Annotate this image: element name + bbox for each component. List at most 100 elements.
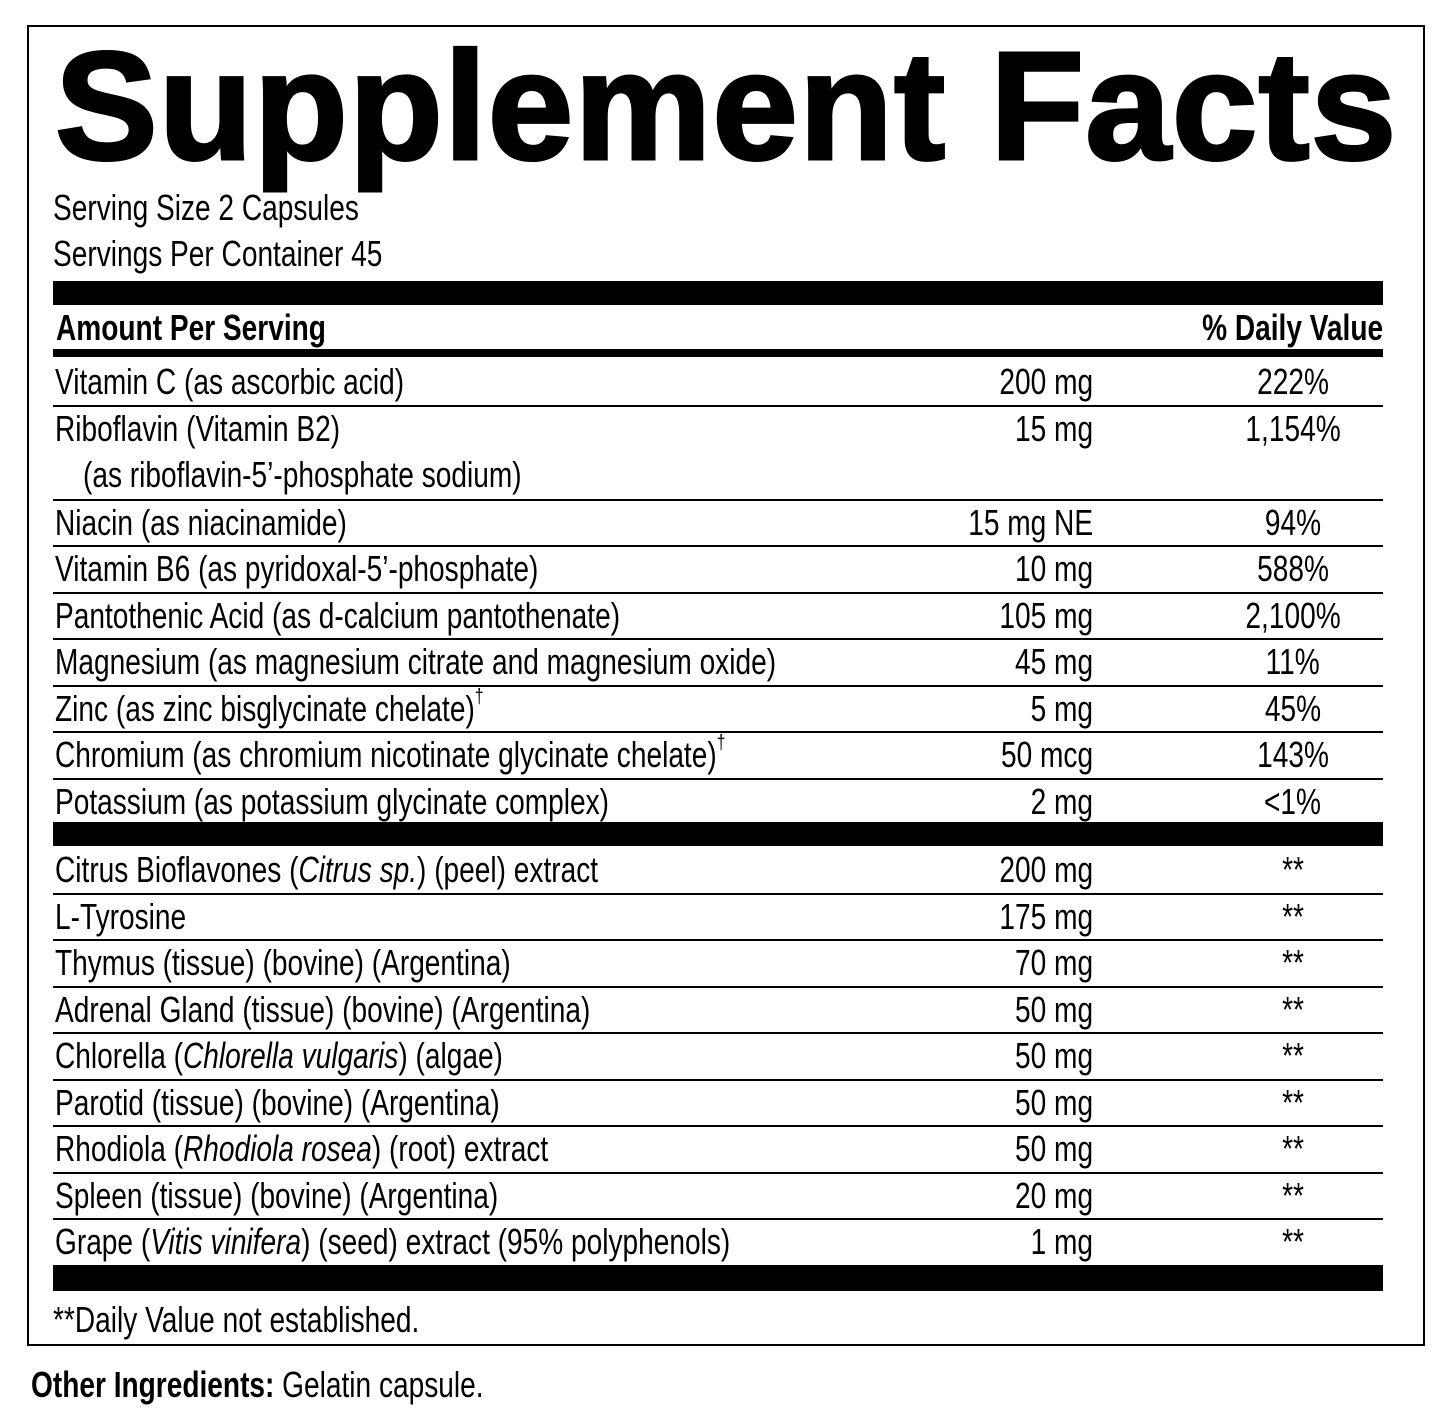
daily-value: ** [1213, 1220, 1373, 1264]
name-segment: ) (peel) extract [417, 849, 598, 890]
dagger-mark: † [717, 732, 726, 754]
thick-divider [53, 822, 1383, 846]
amount: 175 mg [973, 895, 1093, 939]
table-row: Vitamin C (as ascorbic acid) 200 mg 222% [53, 360, 1383, 407]
table-row: Zinc (as zinc bisglycinate chelate)† 5 mg… [53, 687, 1383, 734]
amount: 50 mg [993, 988, 1093, 1032]
daily-value-text: ** [1282, 848, 1304, 892]
name-segment: Pantothenic Acid (as d-calcium pantothen… [55, 595, 620, 636]
dagger-mark: † [475, 686, 484, 708]
other-ingredients: Other Ingredients: Gelatin capsule. [31, 1365, 611, 1405]
daily-value: ** [1213, 1034, 1373, 1078]
amount: 45 mg [993, 640, 1093, 684]
amount: 5 mg [1013, 687, 1093, 731]
ingredient-name-text: L-Tyrosine [55, 895, 186, 939]
daily-value: ** [1213, 895, 1373, 939]
ingredient-name: Spleen (tissue) (bovine) (Argentina) [55, 1174, 623, 1218]
table-row: Parotid (tissue) (bovine) (Argentina) 50 … [53, 1081, 1383, 1128]
ingredient-name: Zinc (as zinc bisglycinate chelate)† [55, 687, 604, 731]
name-segment: Magnesium (as magnesium citrate and magn… [55, 641, 776, 682]
daily-value-text: ** [1282, 941, 1304, 985]
amount-text: 50 mg [1015, 1081, 1093, 1125]
ingredient-name: Chlorella (Chlorella vulgaris) (algae) [55, 1034, 629, 1078]
table-row: Rhodiola (Rhodiola rosea) (root) extract… [53, 1127, 1383, 1174]
amount: 20 mg [993, 1174, 1093, 1218]
table-row: Vitamin B6 (as pyridoxal-5’-phosphate) 10… [53, 547, 1383, 594]
amount-text: 1 mg [1031, 1220, 1093, 1264]
amount-text: 10 mg [1015, 547, 1093, 591]
ingredient-name-text: Vitamin B6 (as pyridoxal-5’-phosphate) [55, 547, 538, 591]
name-segment: Thymus (tissue) (bovine) (Argentina) [55, 942, 511, 983]
name-segment: Spleen (tissue) (bovine) (Argentina) [55, 1175, 498, 1216]
daily-value: 2,100% [1213, 594, 1373, 638]
ingredient-name-text: Rhodiola (Rhodiola rosea) (root) extract [55, 1127, 548, 1171]
ingredient-name: Thymus (tissue) (bovine) (Argentina) [55, 941, 639, 985]
amount: 2 mg [1013, 780, 1093, 824]
amount-text: 5 mg [1031, 687, 1093, 731]
ingredient-name-text: Adrenal Gland (tissue) (bovine) (Argenti… [55, 988, 590, 1032]
daily-value: ** [1213, 1127, 1373, 1171]
name-segment: Rhodiola ( [55, 1128, 183, 1169]
daily-value: ** [1213, 1081, 1373, 1125]
panel-title: Supplement Facts [55, 18, 1397, 195]
ingredient-name-text: Pantothenic Acid (as d-calcium pantothen… [55, 594, 620, 638]
daily-value: 222% [1213, 360, 1373, 404]
ingredient-name: Riboflavin (Vitamin B2) [55, 407, 420, 451]
daily-value: ** [1213, 848, 1373, 892]
name-segment: Adrenal Gland (tissue) (bovine) (Argenti… [55, 989, 590, 1030]
amount-per-serving-label: Amount Per Serving [56, 307, 326, 349]
daily-value: ** [1213, 1174, 1373, 1218]
medium-divider [53, 349, 1383, 357]
ingredient-name-text: Riboflavin (Vitamin B2) [55, 407, 340, 451]
daily-value-text: 222% [1257, 360, 1329, 404]
table-row: L-Tyrosine 175 mg ** [53, 895, 1383, 942]
name-segment: Niacin (as niacinamide) [55, 502, 347, 543]
daily-value-text: ** [1282, 895, 1304, 939]
amount: 50 mg [993, 1127, 1093, 1171]
table-row: Spleen (tissue) (bovine) (Argentina) 20 m… [53, 1174, 1383, 1221]
amount: 50 mg [993, 1081, 1093, 1125]
servings-per-container: Servings Per Container 45 [53, 234, 475, 274]
daily-value: 11% [1213, 640, 1373, 684]
amount: 10 mg [993, 547, 1093, 591]
latin-name: Vitis vinifera [150, 1221, 301, 1262]
name-segment: Zinc (as zinc bisglycinate chelate) [55, 688, 475, 729]
ingredient-name-text: Parotid (tissue) (bovine) (Argentina) [55, 1081, 500, 1125]
ingredient-source-text: (as riboflavin-5’-phosphate sodium) [83, 453, 522, 497]
serving-size: Serving Size 2 Capsules [53, 188, 445, 228]
name-segment: ) (algae) [398, 1035, 503, 1076]
name-segment: Chromium (as chromium nicotinate glycina… [55, 734, 717, 775]
ingredient-name: Grape (Vitis vinifera) (seed) extract (9… [55, 1220, 921, 1264]
amount-text: 105 mg [999, 594, 1093, 638]
ingredient-name-text: Spleen (tissue) (bovine) (Argentina) [55, 1174, 498, 1218]
name-segment: L-Tyrosine [55, 896, 186, 937]
table-row: Grape (Vitis vinifera) (seed) extract (9… [53, 1220, 1383, 1267]
ingredient-name-text: Vitamin C (as ascorbic acid) [55, 360, 404, 404]
amount-text: 175 mg [999, 895, 1093, 939]
ingredient-name: Magnesium (as magnesium citrate and magn… [55, 640, 979, 684]
daily-value: 143% [1213, 733, 1373, 777]
name-segment: Riboflavin (Vitamin B2) [55, 408, 340, 449]
daily-value-text: ** [1282, 988, 1304, 1032]
table-row: Citrus Bioflavones (Citrus sp.) (peel) e… [53, 848, 1383, 895]
amount: 105 mg [973, 594, 1093, 638]
ingredient-name-text: Niacin (as niacinamide) [55, 501, 347, 545]
daily-value-label: % Daily Value [1202, 307, 1383, 349]
daily-value-text: 588% [1257, 547, 1329, 591]
ingredient-name-text: Magnesium (as magnesium citrate and magn… [55, 640, 776, 684]
table-row: Potassium (as potassium glycinate comple… [53, 780, 1383, 827]
amount: 70 mg [993, 941, 1093, 985]
amount: 15 mg NE [933, 501, 1093, 545]
thick-divider [53, 1265, 1383, 1291]
amount: 200 mg [973, 360, 1093, 404]
daily-value: <1% [1213, 780, 1373, 824]
table-row: Chromium (as chromium nicotinate glycina… [53, 733, 1383, 780]
amount-text: 70 mg [1015, 941, 1093, 985]
amount-text: 15 mg [1015, 407, 1093, 451]
table-row: Thymus (tissue) (bovine) (Argentina) 70 m… [53, 941, 1383, 988]
ingredient-source: (as riboflavin-5’-phosphate sodium) [83, 453, 645, 497]
amount-text: 50 mg [1015, 988, 1093, 1032]
ingredient-name-text: Chromium (as chromium nicotinate glycina… [55, 733, 725, 777]
column-header: Amount Per Serving % Daily Value [53, 305, 1383, 350]
ingredient-name: Vitamin B6 (as pyridoxal-5’-phosphate) [55, 547, 675, 591]
